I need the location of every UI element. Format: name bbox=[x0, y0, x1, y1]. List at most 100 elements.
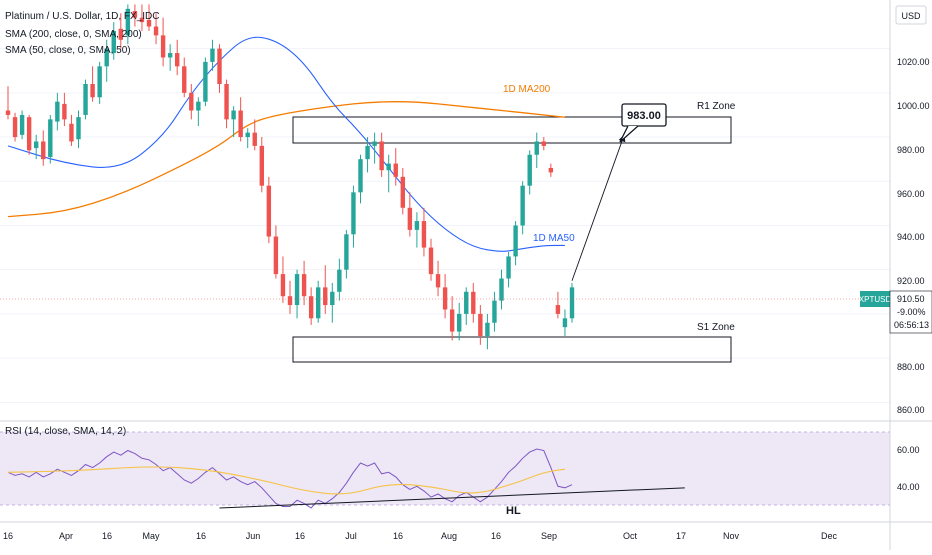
rsi-legend[interactable]: RSI (14, close, SMA, 14, 2) bbox=[5, 426, 126, 437]
candle-body[interactable] bbox=[527, 154, 532, 186]
candle-body[interactable] bbox=[358, 159, 363, 193]
candle-body[interactable] bbox=[308, 296, 314, 319]
candle-body[interactable] bbox=[393, 163, 398, 177]
target-callout[interactable]: 983.00 bbox=[619, 103, 667, 143]
candle-body[interactable] bbox=[62, 103, 67, 120]
candle-body[interactable] bbox=[379, 141, 384, 171]
candle-body[interactable] bbox=[421, 221, 427, 248]
candle-body[interactable] bbox=[97, 66, 102, 98]
candle-body[interactable] bbox=[196, 101, 201, 111]
candle-body[interactable] bbox=[41, 141, 46, 160]
candle-body[interactable] bbox=[513, 225, 518, 257]
candle-body[interactable] bbox=[5, 110, 11, 115]
candle-body[interactable] bbox=[203, 61, 208, 102]
candle-body[interactable] bbox=[266, 185, 272, 237]
candle-body[interactable] bbox=[167, 53, 173, 58]
candle-body[interactable] bbox=[344, 234, 349, 270]
candle-body[interactable] bbox=[323, 287, 328, 306]
candle-body[interactable] bbox=[55, 101, 60, 122]
candle-body[interactable] bbox=[562, 318, 568, 328]
candle-body[interactable] bbox=[478, 313, 483, 336]
candle-body[interactable] bbox=[90, 84, 95, 98]
candle-body[interactable] bbox=[19, 114, 25, 135]
candle-body[interactable] bbox=[301, 274, 307, 297]
r1-zone[interactable] bbox=[292, 116, 732, 144]
rsi-ma-line bbox=[7, 466, 565, 495]
candle-body[interactable] bbox=[139, 17, 145, 23]
candle-body[interactable] bbox=[125, 8, 131, 36]
candle-body[interactable] bbox=[555, 305, 561, 314]
candle-body[interactable] bbox=[26, 117, 32, 151]
symbol-legend: Platinum / U.S. Dollar, 1D, FX_IDC bbox=[5, 11, 160, 22]
candle-body[interactable] bbox=[506, 256, 511, 279]
candle-body[interactable] bbox=[245, 132, 250, 138]
candle-body[interactable] bbox=[316, 287, 321, 319]
price-tick: 920.00 bbox=[897, 276, 925, 286]
candle-body[interactable] bbox=[414, 221, 420, 230]
candle-body[interactable] bbox=[259, 145, 264, 186]
price-tick: 940.00 bbox=[897, 232, 925, 242]
chart-legend[interactable]: Platinum / U.S. Dollar, 1D, FX_IDC SMA (… bbox=[5, 11, 160, 56]
time-tick: Dec bbox=[821, 531, 838, 541]
candle-body[interactable] bbox=[287, 296, 293, 306]
candle-body[interactable] bbox=[160, 35, 166, 58]
ma200-label: 1D MA200 bbox=[503, 84, 551, 95]
candle-body[interactable] bbox=[69, 123, 74, 142]
candle-body[interactable] bbox=[83, 84, 88, 115]
candle-body[interactable] bbox=[386, 163, 391, 171]
candle-body[interactable] bbox=[569, 287, 575, 319]
candle-body[interactable] bbox=[471, 291, 476, 314]
candle-body[interactable] bbox=[365, 145, 370, 160]
time-tick: May bbox=[142, 531, 160, 541]
candle-body[interactable] bbox=[12, 117, 18, 138]
candle-body[interactable] bbox=[330, 291, 335, 306]
candle-body[interactable] bbox=[76, 117, 81, 140]
candle-body[interactable] bbox=[48, 119, 53, 157]
candle-body[interactable] bbox=[337, 269, 342, 292]
time-tick: 16 bbox=[393, 531, 403, 541]
candle-body[interactable] bbox=[217, 48, 222, 84]
candle-body[interactable] bbox=[175, 53, 180, 67]
candle-body[interactable] bbox=[372, 141, 377, 146]
candle-body[interactable] bbox=[153, 26, 159, 36]
s1-zone[interactable] bbox=[292, 336, 732, 363]
candle-body[interactable] bbox=[442, 287, 448, 310]
candle-body[interactable] bbox=[132, 11, 138, 18]
candle-body[interactable] bbox=[457, 313, 462, 332]
candle-body[interactable] bbox=[280, 274, 286, 297]
candle-body[interactable] bbox=[520, 185, 525, 226]
candle-body[interactable] bbox=[548, 168, 554, 173]
candle-body[interactable] bbox=[182, 66, 187, 93]
candle-body[interactable] bbox=[492, 300, 497, 323]
candle-body[interactable] bbox=[34, 141, 39, 149]
candle-body[interactable] bbox=[499, 278, 504, 301]
time-axis-labels[interactable]: 16 Apr 16 May 16 Jun 16 Jul 16 Aug 16 Se… bbox=[3, 531, 838, 541]
candle-body[interactable] bbox=[231, 110, 236, 120]
rsi-trendline[interactable] bbox=[219, 487, 685, 509]
candle-body[interactable] bbox=[464, 291, 469, 314]
candle-body[interactable] bbox=[252, 132, 257, 146]
candle-body[interactable] bbox=[210, 48, 215, 62]
candle-body[interactable] bbox=[449, 309, 455, 332]
candle-body[interactable] bbox=[294, 274, 300, 306]
candle-body[interactable] bbox=[118, 28, 123, 40]
candle-body[interactable] bbox=[351, 192, 356, 235]
candle-body[interactable] bbox=[238, 110, 243, 138]
candle-body[interactable] bbox=[400, 176, 405, 208]
price-axis-labels[interactable]: 1020.00 1000.00 980.00 960.00 940.00 920… bbox=[897, 57, 930, 415]
candle-body[interactable] bbox=[104, 48, 109, 67]
candle-body[interactable] bbox=[541, 141, 546, 146]
currency-button[interactable]: USD bbox=[895, 5, 927, 25]
candle-body[interactable] bbox=[407, 207, 413, 230]
candle-body[interactable] bbox=[146, 19, 152, 27]
candle-body[interactable] bbox=[534, 141, 539, 155]
candle-body[interactable] bbox=[224, 84, 229, 120]
candle-body[interactable] bbox=[428, 247, 434, 275]
candle-body[interactable] bbox=[485, 322, 490, 336]
candle-body[interactable] bbox=[273, 236, 279, 275]
candle-body[interactable] bbox=[111, 30, 116, 54]
candle-body[interactable] bbox=[189, 92, 194, 111]
candle-body[interactable] bbox=[435, 274, 441, 288]
projection-arrow bbox=[571, 134, 625, 281]
